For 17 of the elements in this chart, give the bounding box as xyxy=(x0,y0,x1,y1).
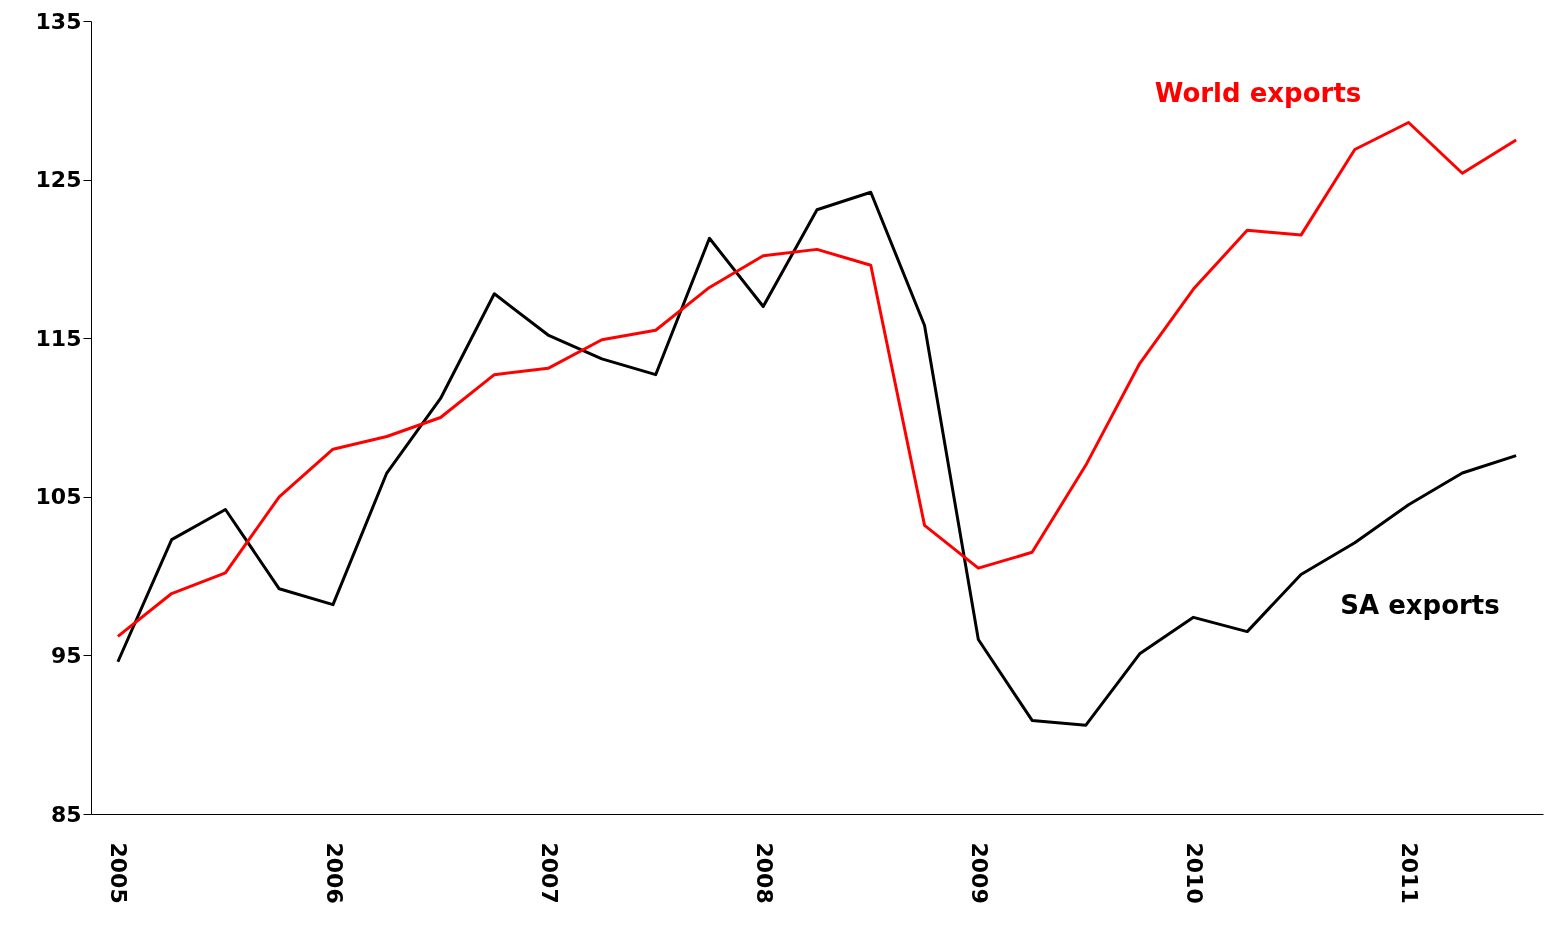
y-tick-label: 115 xyxy=(35,325,82,351)
y-tick-label: 135 xyxy=(35,8,82,34)
series-label: World exports xyxy=(1154,78,1362,108)
x-tick-label: 2011 xyxy=(1397,842,1423,904)
y-tick-label: 105 xyxy=(35,484,82,510)
x-tick-label: 2010 xyxy=(1181,842,1207,904)
x-tick-label: 2008 xyxy=(751,842,777,904)
y-tick-label: 85 xyxy=(50,801,82,827)
line-series xyxy=(116,121,1518,638)
x-tick-label: 2009 xyxy=(966,842,992,904)
x-tick-label: 2006 xyxy=(321,842,347,904)
series-label: SA exports xyxy=(1340,590,1500,620)
line-series xyxy=(116,190,1518,727)
x-tick-label: 2005 xyxy=(106,842,132,904)
y-tick-label: 95 xyxy=(50,642,82,668)
x-tick-label: 2007 xyxy=(536,842,562,904)
y-tick-label: 125 xyxy=(35,167,82,193)
